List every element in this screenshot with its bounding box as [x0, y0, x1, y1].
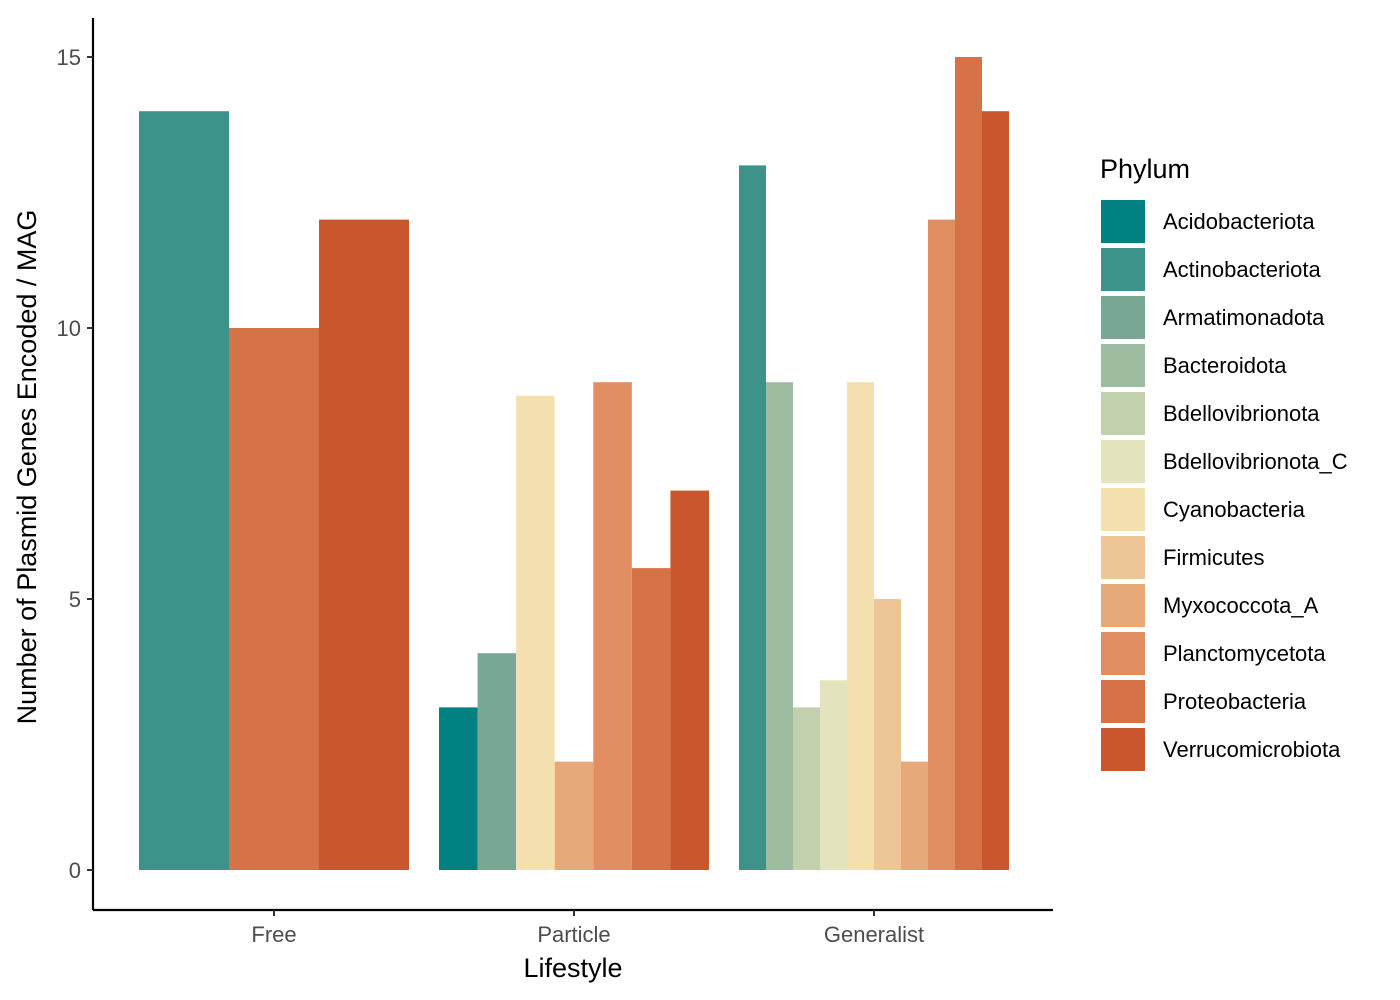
x-tick-label-free: Free [251, 922, 296, 947]
bar-generalist-verrucomicrobiota [982, 111, 1009, 870]
y-axis: 0 5 10 15 [57, 18, 95, 910]
y-tick-label: 0 [69, 858, 81, 883]
legend-label-armatimonadota: Armatimonadota [1163, 305, 1325, 330]
legend: Phylum Acidobacteriota Actinobacteriota Ar… [1100, 154, 1348, 771]
legend-swatch-firmicutes [1101, 536, 1145, 579]
bar-particle-verrucomicrobiota [670, 490, 709, 870]
x-axis-title: Lifestyle [523, 953, 622, 983]
legend-swatch-armatimonadota [1101, 296, 1145, 339]
legend-swatch-bdellovibrionota_c [1101, 440, 1145, 483]
legend-swatch-cyanobacteria [1101, 488, 1145, 531]
legend-label-bdellovibrionota: Bdellovibrionota [1163, 401, 1320, 426]
legend-label-proteobacteria: Proteobacteria [1163, 689, 1307, 714]
y-tick-label: 5 [69, 587, 81, 612]
legend-swatch-proteobacteria [1101, 680, 1145, 723]
bar-generalist-bdellovibrionota [793, 707, 820, 870]
legend-label-myxococcota_a: Myxococcota_A [1163, 593, 1319, 618]
legend-swatch-bdellovibrionota [1101, 392, 1145, 435]
bar-free-actinobacteriota [139, 111, 229, 870]
x-axis: Free Particle Generalist [93, 908, 1053, 947]
legend-label-bacteroidota: Bacteroidota [1163, 353, 1287, 378]
bar-generalist-planctomycetota [928, 219, 955, 871]
legend-label-actinobacteriota: Actinobacteriota [1163, 257, 1322, 282]
bar-generalist-myxococcota_a [901, 761, 928, 870]
legend-label-firmicutes: Firmicutes [1163, 545, 1264, 570]
bar-generalist-cyanobacteria [847, 382, 874, 870]
legend-label-bdellovibrionota_c: Bdellovibrionota_C [1163, 449, 1348, 474]
legend-swatch-bacteroidota [1101, 344, 1145, 387]
bar-particle-cyanobacteria [516, 395, 555, 870]
legend-swatch-planctomycetota [1101, 632, 1145, 675]
y-tick-label: 10 [57, 316, 81, 341]
legend-label-cyanobacteria: Cyanobacteria [1163, 497, 1306, 522]
bar-particle-planctomycetota [593, 382, 632, 870]
legend-label-planctomycetota: Planctomycetota [1163, 641, 1326, 666]
legend-swatch-actinobacteriota [1101, 248, 1145, 291]
legend-label-acidobacteriota: Acidobacteriota [1163, 209, 1315, 234]
legend-title: Phylum [1100, 154, 1190, 184]
legend-swatch-acidobacteriota [1101, 200, 1145, 243]
y-axis-title: Number of Plasmid Genes Encoded / MAG [12, 210, 42, 725]
bar-particle-armatimonadota [477, 653, 517, 870]
plot-area [139, 57, 1009, 871]
bar-generalist-proteobacteria [955, 57, 982, 870]
bar-free-proteobacteria [229, 328, 319, 870]
bar-generalist-actinobacteriota [739, 165, 766, 870]
bar-particle-myxococcota_a [554, 761, 594, 870]
bar-generalist-bacteroidota [766, 382, 793, 870]
legend-label-verrucomicrobiota: Verrucomicrobiota [1163, 737, 1341, 762]
x-tick-label-particle: Particle [537, 922, 610, 947]
legend-swatch-verrucomicrobiota [1101, 728, 1145, 771]
y-tick-label: 15 [57, 45, 81, 70]
x-tick-label-generalist: Generalist [824, 922, 924, 947]
bar-free-verrucomicrobiota [319, 219, 409, 871]
bar-particle-acidobacteriota [439, 707, 478, 870]
legend-swatch-myxococcota_a [1101, 584, 1145, 627]
bar-particle-proteobacteria [631, 568, 671, 870]
bar-generalist-firmicutes [874, 599, 901, 870]
bar-generalist-bdellovibrionota_c [820, 680, 847, 870]
